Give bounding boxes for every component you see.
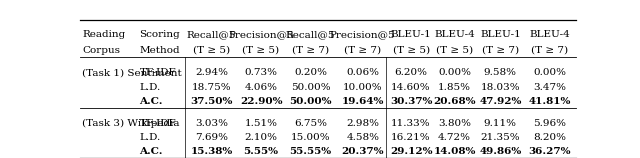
Text: 0.00%: 0.00% [534,68,566,77]
Text: Recall@5: Recall@5 [286,30,335,39]
Text: A.C.: A.C. [140,97,163,106]
Text: 55.55%: 55.55% [289,147,332,156]
Text: 2.98%: 2.98% [346,119,380,128]
Text: A.C.: A.C. [140,147,163,156]
Text: Precision@5: Precision@5 [330,30,396,39]
Text: BLEU-4: BLEU-4 [529,30,570,39]
Text: 16.21%: 16.21% [391,133,431,142]
Text: 36.27%: 36.27% [529,147,572,156]
Text: BLEU-1: BLEU-1 [390,30,431,39]
Text: 49.86%: 49.86% [479,147,522,156]
Text: 3.80%: 3.80% [438,119,471,128]
Text: 50.00%: 50.00% [291,83,330,92]
Text: (T ≥ 5): (T ≥ 5) [392,46,429,55]
Text: 0.73%: 0.73% [244,68,278,77]
Text: (T ≥ 7): (T ≥ 7) [482,46,519,55]
Text: (T ≥ 5): (T ≥ 5) [193,46,230,55]
Text: 11.33%: 11.33% [391,119,431,128]
Text: 20.68%: 20.68% [433,97,476,106]
Text: 50.00%: 50.00% [289,97,332,106]
Text: 0.00%: 0.00% [438,68,471,77]
Text: L.D.: L.D. [140,133,161,142]
Text: 0.20%: 0.20% [294,68,327,77]
Text: 15.38%: 15.38% [190,147,232,156]
Text: (Task 3) Wikipedia: (Task 3) Wikipedia [83,119,180,128]
Text: BLEU-4: BLEU-4 [434,30,475,39]
Text: (Task 1) Sentiment: (Task 1) Sentiment [83,68,182,77]
Text: 1.51%: 1.51% [244,119,278,128]
Text: 30.37%: 30.37% [390,97,432,106]
Text: 4.72%: 4.72% [438,133,471,142]
Text: 4.58%: 4.58% [346,133,380,142]
Text: 5.55%: 5.55% [244,147,278,156]
Text: (T ≥ 5): (T ≥ 5) [436,46,473,55]
Text: 6.75%: 6.75% [294,119,327,128]
Text: Scoring: Scoring [140,30,180,39]
Text: 21.35%: 21.35% [481,133,520,142]
Text: 22.90%: 22.90% [240,97,282,106]
Text: 8.20%: 8.20% [534,133,566,142]
Text: 20.37%: 20.37% [342,147,384,156]
Text: 47.92%: 47.92% [479,97,522,106]
Text: 7.69%: 7.69% [195,133,228,142]
Text: 29.12%: 29.12% [390,147,433,156]
Text: 9.58%: 9.58% [484,68,517,77]
Text: Corpus: Corpus [83,46,120,55]
Text: 6.20%: 6.20% [395,68,428,77]
Text: 14.60%: 14.60% [391,83,431,92]
Text: Precision@5: Precision@5 [228,30,294,39]
Text: (T ≥ 7): (T ≥ 7) [531,46,568,55]
Text: 2.10%: 2.10% [244,133,278,142]
Text: 0.06%: 0.06% [346,68,380,77]
Text: Reading: Reading [83,30,125,39]
Text: 18.75%: 18.75% [191,83,231,92]
Text: 1.85%: 1.85% [438,83,471,92]
Text: Recall@5: Recall@5 [187,30,236,39]
Text: BLEU-1: BLEU-1 [480,30,521,39]
Text: 37.50%: 37.50% [190,97,232,106]
Text: 5.96%: 5.96% [534,119,566,128]
Text: TF-IDF: TF-IDF [140,119,176,128]
Text: 2.94%: 2.94% [195,68,228,77]
Text: 14.08%: 14.08% [433,147,476,156]
Text: 9.11%: 9.11% [484,119,517,128]
Text: 3.47%: 3.47% [534,83,566,92]
Text: 4.06%: 4.06% [244,83,278,92]
Text: (T ≥ 7): (T ≥ 7) [292,46,329,55]
Text: (T ≥ 7): (T ≥ 7) [344,46,381,55]
Text: 10.00%: 10.00% [343,83,383,92]
Text: 15.00%: 15.00% [291,133,330,142]
Text: 19.64%: 19.64% [342,97,384,106]
Text: 41.81%: 41.81% [529,97,571,106]
Text: 18.03%: 18.03% [481,83,520,92]
Text: (T ≥ 5): (T ≥ 5) [243,46,280,55]
Text: TF-IDF: TF-IDF [140,68,176,77]
Text: 3.03%: 3.03% [195,119,228,128]
Text: Method: Method [140,46,180,55]
Text: L.D.: L.D. [140,83,161,92]
